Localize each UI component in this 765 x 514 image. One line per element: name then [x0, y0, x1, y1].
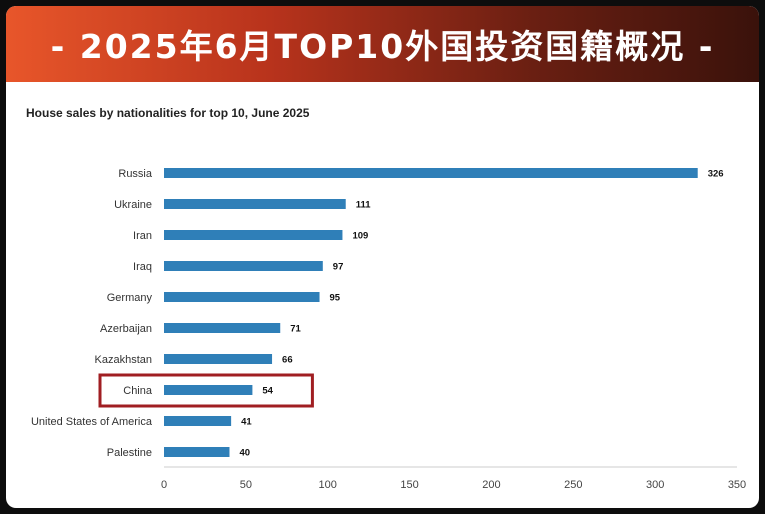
x-tick-label: 0 [161, 479, 167, 491]
data-label: 97 [333, 262, 344, 273]
data-label: 41 [241, 417, 252, 428]
highlight-box [98, 373, 314, 408]
bar [164, 416, 232, 426]
data-label: 54 [262, 386, 273, 397]
x-tick-label: 350 [728, 479, 746, 491]
x-tick-label: 150 [400, 479, 418, 491]
category-label: Iran [133, 230, 152, 242]
x-tick-label: 200 [482, 479, 500, 491]
bar [164, 230, 343, 240]
category-label: China [123, 385, 153, 397]
data-label: 40 [239, 448, 250, 459]
x-tick-label: 100 [319, 479, 337, 491]
chart-title: House sales by nationalities for top 10,… [26, 106, 310, 120]
x-tick-label: 50 [240, 479, 252, 491]
category-label: Azerbaijan [100, 323, 152, 335]
category-label: United States of America [31, 416, 153, 428]
bar [164, 323, 281, 333]
bar [164, 447, 230, 457]
x-tick-label: 300 [646, 479, 664, 491]
data-label: 95 [330, 293, 341, 304]
data-label: 71 [290, 324, 301, 335]
category-label: Ukraine [114, 199, 152, 211]
header-banner: - 2025年6月TOP10外国投资国籍概况 - [6, 6, 759, 82]
bar [164, 168, 698, 178]
data-label: 326 [708, 169, 724, 180]
category-label: Palestine [107, 447, 152, 459]
category-label: Kazakhstan [95, 354, 152, 366]
chart-frame: - 2025年6月TOP10外国投资国籍概况 - House sales by … [6, 6, 759, 508]
bar [164, 292, 320, 302]
data-label: 109 [352, 231, 368, 242]
category-label: Germany [107, 292, 153, 304]
bar [164, 385, 253, 395]
bar [164, 261, 323, 271]
category-label: Russia [118, 168, 153, 180]
banner-title: - 2025年6月TOP10外国投资国籍概况 - [50, 27, 715, 66]
data-label: 66 [282, 355, 293, 366]
category-label: Iraq [133, 261, 152, 273]
bar [164, 199, 346, 209]
data-label: 111 [356, 200, 372, 211]
bar [164, 354, 273, 364]
x-tick-label: 250 [564, 479, 582, 491]
